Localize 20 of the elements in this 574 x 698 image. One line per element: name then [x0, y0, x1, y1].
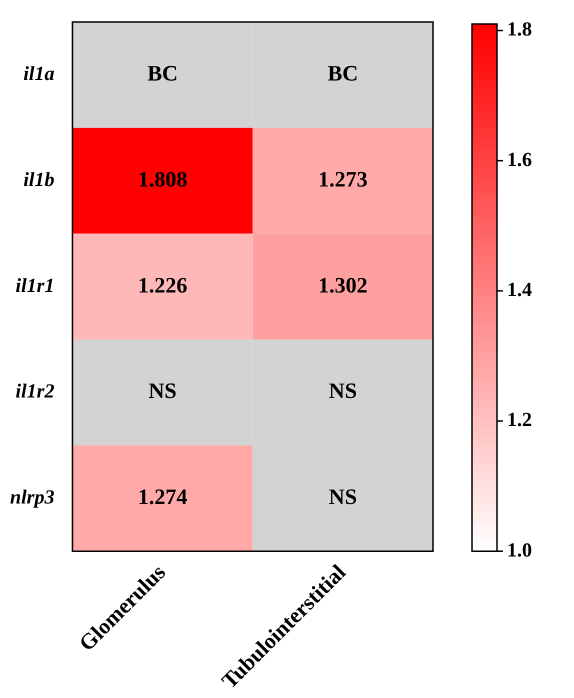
text: BC: [328, 60, 358, 86]
text: NS: [148, 378, 177, 404]
y-tick-label: il1r1: [16, 274, 54, 297]
y-tick-label: il1r2: [16, 380, 54, 403]
text: BC: [147, 60, 178, 86]
data-label: 1.302: [318, 272, 368, 298]
y-tick-label: il1b: [23, 168, 54, 191]
color-bar-label: 1.4: [507, 279, 532, 302]
data-label: 1.808: [138, 166, 188, 192]
data-label: 1.274: [138, 484, 188, 509]
data-label: 1.273: [318, 166, 368, 192]
text: NS: [328, 378, 357, 404]
color-bar-label: 1.8: [507, 18, 532, 41]
color-bar-label: 1.2: [507, 409, 532, 432]
text: NS: [328, 484, 357, 509]
y-tick-label: il1a: [23, 63, 54, 86]
data-label: 1.226: [138, 272, 188, 298]
color-bar-label: 1.6: [507, 148, 532, 171]
y-tick-label: nlrp3: [10, 486, 54, 508]
color-bar-label: 1.0: [507, 539, 532, 562]
